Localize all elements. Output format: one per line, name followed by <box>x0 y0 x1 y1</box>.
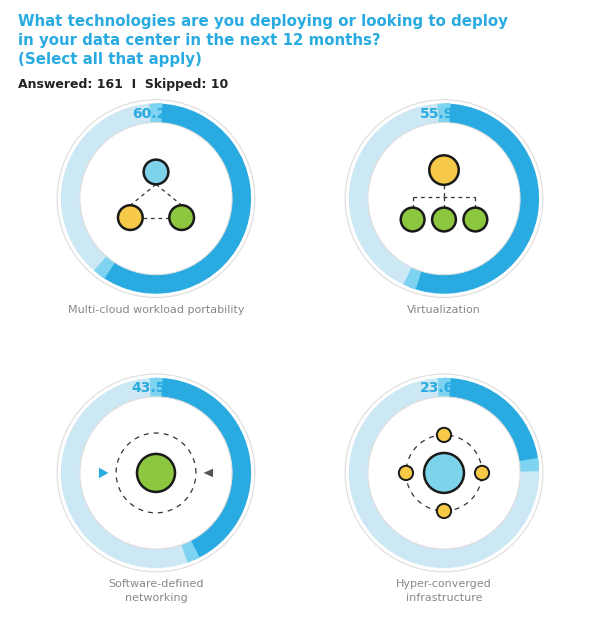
Wedge shape <box>349 103 539 293</box>
Wedge shape <box>94 256 115 279</box>
Circle shape <box>429 155 459 185</box>
Circle shape <box>399 466 413 480</box>
Text: (Select all that apply): (Select all that apply) <box>18 52 202 68</box>
Wedge shape <box>61 103 251 293</box>
Text: networking: networking <box>125 593 187 603</box>
Text: infrastructure: infrastructure <box>406 593 482 603</box>
Text: 23.6%: 23.6% <box>420 382 468 396</box>
Wedge shape <box>99 103 251 293</box>
Polygon shape <box>203 469 213 477</box>
Wedge shape <box>61 378 251 568</box>
Circle shape <box>80 122 232 274</box>
Circle shape <box>118 205 143 230</box>
Circle shape <box>463 207 487 232</box>
Circle shape <box>169 205 194 230</box>
Wedge shape <box>444 378 539 466</box>
Wedge shape <box>403 267 421 290</box>
Circle shape <box>437 504 451 518</box>
Text: Software-defined: Software-defined <box>108 579 204 590</box>
Wedge shape <box>410 103 539 293</box>
Wedge shape <box>519 458 539 471</box>
Wedge shape <box>181 540 200 563</box>
Circle shape <box>432 207 456 232</box>
Circle shape <box>80 397 232 549</box>
Circle shape <box>368 122 520 274</box>
Wedge shape <box>156 378 251 560</box>
Wedge shape <box>437 378 451 397</box>
Text: Hyper-converged: Hyper-converged <box>396 579 492 590</box>
Circle shape <box>437 427 451 442</box>
Wedge shape <box>349 378 539 568</box>
Text: What technologies are you deploying or looking to deploy: What technologies are you deploying or l… <box>18 14 508 29</box>
Wedge shape <box>149 103 163 122</box>
Circle shape <box>368 397 520 549</box>
Circle shape <box>143 160 169 184</box>
Text: 55.9%: 55.9% <box>420 107 468 121</box>
Text: 43.5%: 43.5% <box>132 382 180 396</box>
Text: in your data center in the next 12 months?: in your data center in the next 12 month… <box>18 33 380 48</box>
Circle shape <box>424 453 464 493</box>
Text: Multi-cloud workload portability: Multi-cloud workload portability <box>68 305 244 315</box>
Circle shape <box>475 466 489 480</box>
Wedge shape <box>149 378 163 397</box>
Text: 60.2%: 60.2% <box>132 107 180 121</box>
Circle shape <box>137 454 175 492</box>
Text: Answered: 161  I  Skipped: 10: Answered: 161 I Skipped: 10 <box>18 78 228 91</box>
Text: Virtualization: Virtualization <box>407 305 481 315</box>
Circle shape <box>401 207 425 232</box>
Polygon shape <box>99 468 109 478</box>
Wedge shape <box>437 103 451 122</box>
